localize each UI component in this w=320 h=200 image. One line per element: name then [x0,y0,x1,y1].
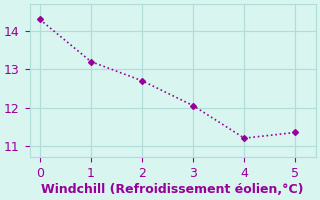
X-axis label: Windchill (Refroidissement éolien,°C): Windchill (Refroidissement éolien,°C) [42,183,304,196]
